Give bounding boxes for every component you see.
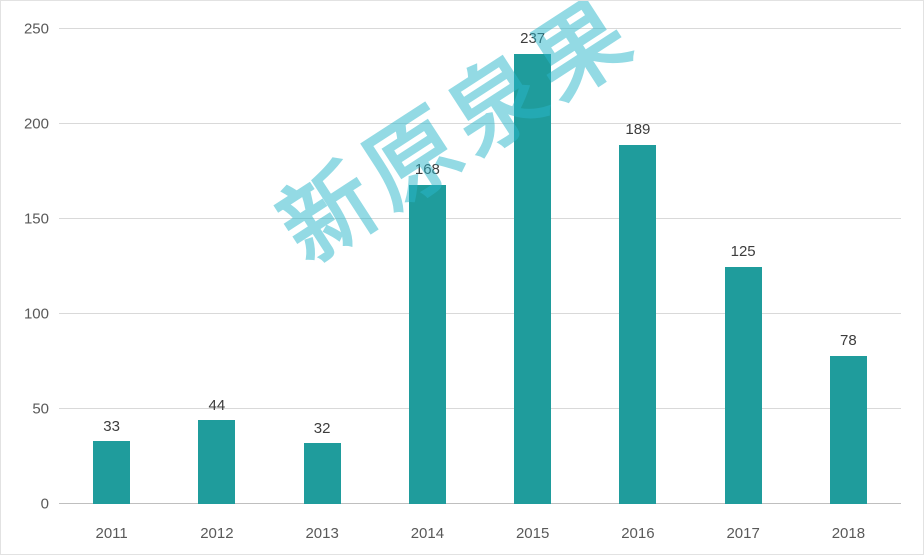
x-axis-tick-label: 2012 [200, 525, 234, 542]
x-axis-tick-label: 2016 [621, 525, 655, 542]
bar [829, 355, 867, 504]
x-axis-tick-label: 2013 [305, 525, 339, 542]
bar [724, 266, 762, 504]
bar [408, 184, 446, 504]
bar-group: 125 [691, 29, 796, 504]
plot-area: 33 44 32 168 237 189 125 78 0 50 100 150 200 250 [24, 21, 901, 513]
y-axis-tick-label: 100 [23, 305, 49, 323]
x-axis-tick-label: 2014 [410, 525, 445, 542]
bar [619, 144, 657, 504]
bar-group: 78 [796, 29, 901, 504]
bar-group: 33 [59, 29, 164, 504]
x-axis-tick-label: 2017 [726, 525, 760, 542]
bars-container: 33 44 32 168 237 189 125 78 [59, 29, 901, 504]
gridline [59, 28, 901, 29]
x-axis-tick-label: 2011 [95, 525, 128, 542]
gridline [59, 123, 901, 124]
bar-group: 44 [164, 29, 269, 504]
bar-value-label: 237 [520, 30, 546, 48]
y-axis-tick-label: 150 [23, 210, 49, 228]
bar [303, 443, 341, 504]
bar-value-label: 44 [208, 396, 226, 414]
bar-group: 189 [585, 29, 690, 504]
bar-group: 32 [270, 29, 375, 504]
y-axis-tick-label: 250 [23, 20, 49, 38]
bar-value-label: 125 [730, 243, 756, 260]
bar-group: 168 [375, 29, 480, 504]
gridline [59, 218, 901, 219]
gridline [59, 408, 901, 409]
x-axis-labels: 2011 2012 2013 2014 2015 2016 2017 2018 [59, 525, 901, 542]
bar-value-label: 78 [840, 332, 857, 350]
y-axis-tick-label: 200 [23, 115, 49, 133]
bar [198, 420, 236, 504]
gridline [59, 313, 901, 314]
bar-value-label: 33 [103, 417, 120, 435]
x-axis-tick-label: 2015 [515, 525, 550, 542]
x-axis-tick-label: 2018 [831, 525, 866, 542]
bar-value-label: 32 [313, 419, 331, 437]
bar [93, 441, 131, 504]
bar-value-label: 189 [625, 121, 651, 139]
y-axis-tick-label: 50 [32, 400, 49, 418]
bar [514, 53, 552, 504]
bar-value-label: 168 [414, 161, 440, 179]
y-axis-tick-label: 0 [40, 495, 49, 513]
bar-group: 237 [480, 29, 585, 504]
gridline [59, 503, 901, 504]
